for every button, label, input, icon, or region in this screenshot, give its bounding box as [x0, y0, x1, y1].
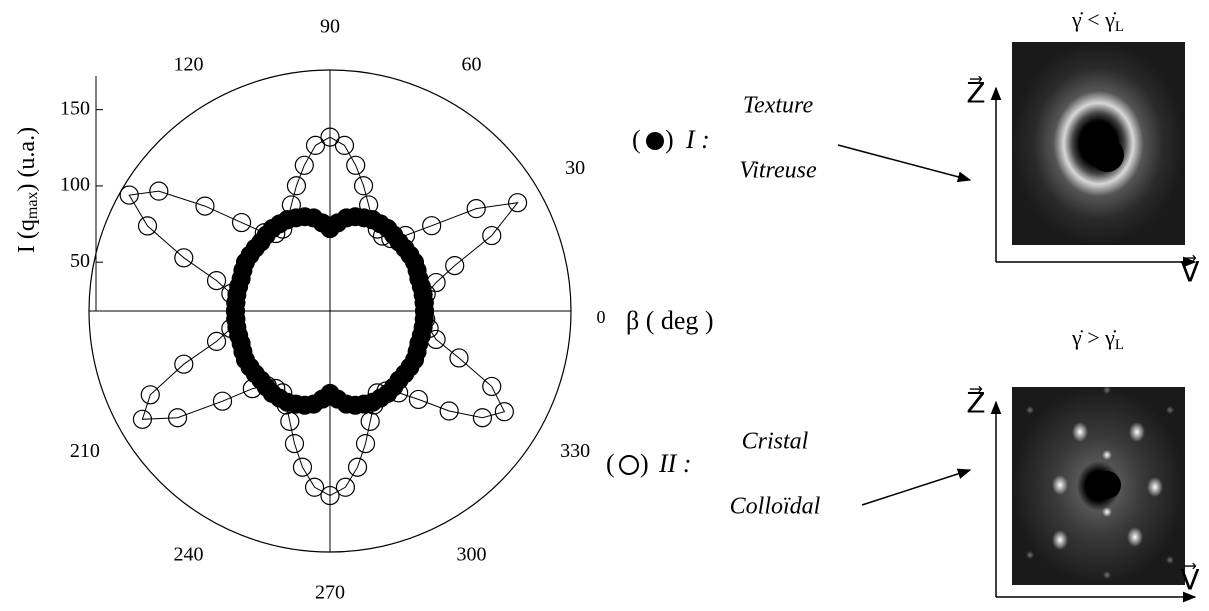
legend-item: ( ) II : Cristal Colloïdal: [606, 429, 821, 520]
legend-item: ( ) I : Texture Vitreuse: [632, 93, 817, 184]
data-point: [472, 408, 493, 428]
data-point: [284, 434, 305, 454]
data-point: [149, 181, 169, 201]
data-point: [408, 389, 429, 410]
theta-tick-label: 60: [462, 54, 482, 76]
theta-tick-label: 330: [560, 440, 590, 462]
series: [225, 207, 435, 415]
data-point: [286, 176, 307, 196]
legend-bracket: (: [632, 125, 641, 154]
z-axis-label: Z⃗: [966, 75, 985, 109]
theta-tick-label: 210: [70, 440, 100, 462]
theta-tick-label: 90: [320, 16, 340, 38]
v-axis-label: V⃗: [1180, 562, 1199, 596]
legend-bracket: (: [606, 449, 615, 478]
data-point: [449, 348, 469, 368]
data-point: [347, 457, 368, 477]
theta-tick-label: 270: [315, 582, 345, 604]
panel-axes: [837, 86, 1197, 603]
data-point: [334, 135, 355, 155]
v-axis-label: V⃗: [1180, 254, 1199, 288]
data-point: [195, 196, 215, 216]
data-point: [132, 409, 153, 429]
y-axis-title: I (qmax) (u.a.): [14, 127, 41, 253]
data-point: [206, 331, 227, 351]
data-point: [414, 309, 434, 329]
r-tick-label: 100: [60, 174, 90, 196]
pattern-image-1: [1012, 42, 1185, 245]
data-point: [212, 391, 233, 411]
data-point: [353, 176, 374, 196]
data-point: [137, 216, 158, 236]
pattern-image-2: [1012, 386, 1185, 585]
theta-tick-label: 30: [565, 157, 585, 179]
legend-bracket: ): [665, 125, 674, 154]
legend-marker: [619, 455, 639, 475]
series: [119, 127, 528, 506]
r-tick-label: 50: [70, 250, 90, 272]
data-point: [360, 411, 380, 431]
data-point: [305, 135, 326, 155]
legend-label: Colloïdal: [730, 494, 821, 520]
data-point: [445, 256, 465, 276]
data-point: [119, 185, 139, 205]
panel-title: γ̇ > γ̇L: [1071, 325, 1124, 353]
theta-tick-label: 240: [174, 544, 204, 566]
data-point: [206, 271, 227, 291]
data-point: [320, 127, 340, 147]
legend-label: Cristal: [742, 429, 809, 455]
x-axis-title: β ( deg ): [626, 306, 714, 335]
data-point: [292, 457, 313, 477]
data-point: [355, 434, 376, 454]
data-point: [482, 225, 502, 246]
data-point: [294, 155, 314, 175]
legend-name: I :: [685, 125, 710, 154]
data-point: [174, 248, 194, 268]
legend-bracket: ): [640, 449, 649, 478]
data-point: [466, 199, 486, 219]
panel-title: γ̇ < γ̇L: [1071, 7, 1124, 35]
data-point: [167, 408, 188, 428]
data-point: [174, 354, 194, 374]
data-point: [231, 212, 252, 233]
theta-tick-label: 0: [597, 307, 606, 327]
data-point: [482, 376, 502, 397]
data-point: [422, 216, 442, 236]
legend-label: Vitreuse: [739, 158, 817, 184]
data-point: [507, 193, 528, 213]
legend-name: II :: [658, 449, 691, 478]
r-tick-label: 150: [60, 97, 90, 119]
data-point: [320, 485, 340, 506]
data-point: [304, 477, 325, 497]
theta-tick-label: 120: [174, 54, 204, 76]
series-line: [128, 136, 519, 497]
legend-label: Texture: [743, 93, 814, 119]
data-point: [335, 477, 356, 497]
data-point: [280, 411, 300, 431]
data-point: [140, 385, 160, 405]
theta-tick-label: 300: [457, 544, 487, 566]
data-point: [439, 401, 459, 421]
legend-marker: [646, 132, 664, 150]
data-point: [346, 155, 366, 175]
z-axis-label: Z⃗: [966, 385, 985, 419]
data-point: [494, 402, 514, 422]
